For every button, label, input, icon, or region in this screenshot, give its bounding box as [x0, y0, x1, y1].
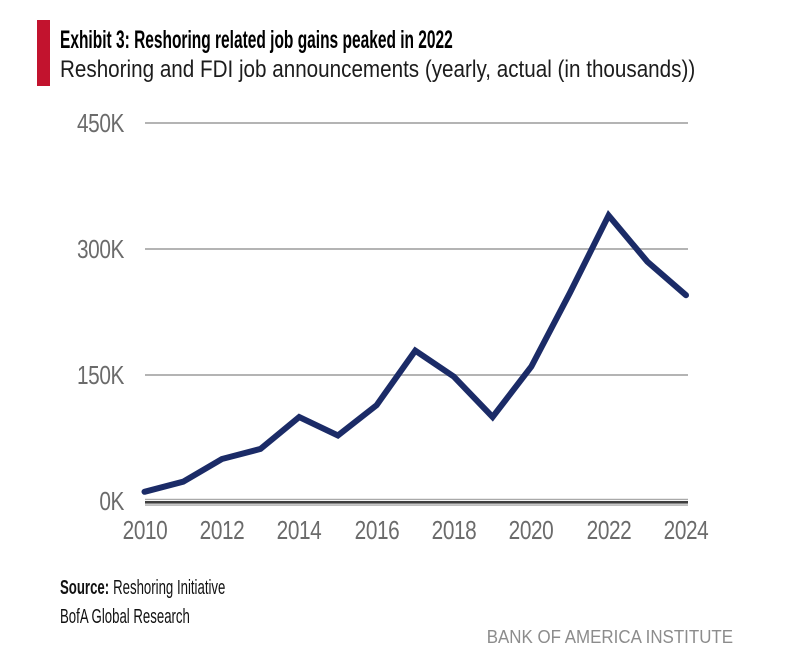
red-accent-bar	[37, 20, 50, 86]
source-text: Reshoring Initiative	[113, 577, 226, 599]
source-label: Source:	[60, 577, 110, 599]
x-tick-label-2020: 2020	[508, 515, 554, 545]
source-line-2: BofA Global Research	[60, 606, 190, 628]
x-tick-label-2016: 2016	[354, 515, 399, 545]
y-tick-label-300K: 300K	[77, 234, 124, 264]
data-line-reshoring-fdi	[141, 209, 689, 495]
x-tick-label-2012: 2012	[199, 515, 245, 545]
x-tick-label-2018: 2018	[431, 515, 477, 545]
x-tick-label-2014: 2014	[276, 515, 322, 545]
y-tick-label-0K: 0K	[99, 486, 124, 516]
source-note: Source: Reshoring Initiative BofA Global …	[60, 574, 225, 632]
y-tick-label-150K: 150K	[77, 360, 124, 390]
x-tick-label-2022: 2022	[586, 515, 631, 545]
source-line-1: Source: Reshoring Initiative	[60, 574, 225, 603]
x-tick-label-2010: 2010	[122, 515, 167, 545]
chart-subtitle: Reshoring and FDI job announcements (yea…	[60, 56, 696, 83]
exhibit-title: Exhibit 3: Reshoring related job gains p…	[60, 26, 453, 54]
y-tick-label-450K: 450K	[77, 108, 124, 138]
x-tick-label-2024: 2024	[663, 515, 709, 545]
institute-wordmark: BANK OF AMERICA INSTITUTE	[486, 627, 733, 647]
